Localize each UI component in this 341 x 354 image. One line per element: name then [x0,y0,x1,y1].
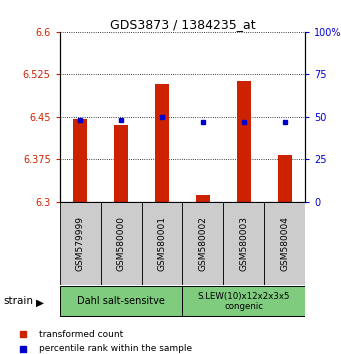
Text: ▶: ▶ [36,297,44,308]
FancyBboxPatch shape [223,202,264,285]
Bar [114,125,128,202]
Text: strain: strain [3,296,33,306]
FancyBboxPatch shape [60,202,101,285]
Bar [278,155,292,202]
Text: GSM580004: GSM580004 [280,216,289,271]
Text: GSM579999: GSM579999 [76,216,85,271]
FancyBboxPatch shape [182,286,305,316]
Text: transformed count: transformed count [39,330,123,338]
FancyBboxPatch shape [264,202,305,285]
Bar [73,119,87,202]
Text: S.LEW(10)x12x2x3x5
congenic: S.LEW(10)x12x2x3x5 congenic [197,292,290,311]
Text: percentile rank within the sample: percentile rank within the sample [39,344,192,353]
FancyBboxPatch shape [101,202,142,285]
Bar [237,81,251,202]
Text: GSM580003: GSM580003 [239,216,248,271]
Text: GSM580002: GSM580002 [198,216,207,271]
FancyBboxPatch shape [60,286,182,316]
Text: GSM580001: GSM580001 [158,216,166,271]
Text: Dahl salt-sensitve: Dahl salt-sensitve [77,296,165,306]
FancyBboxPatch shape [142,202,182,285]
Text: GSM580000: GSM580000 [117,216,125,271]
Title: GDS3873 / 1384235_at: GDS3873 / 1384235_at [109,18,255,31]
Bar [155,84,169,202]
Bar [196,195,210,202]
FancyBboxPatch shape [182,202,223,285]
